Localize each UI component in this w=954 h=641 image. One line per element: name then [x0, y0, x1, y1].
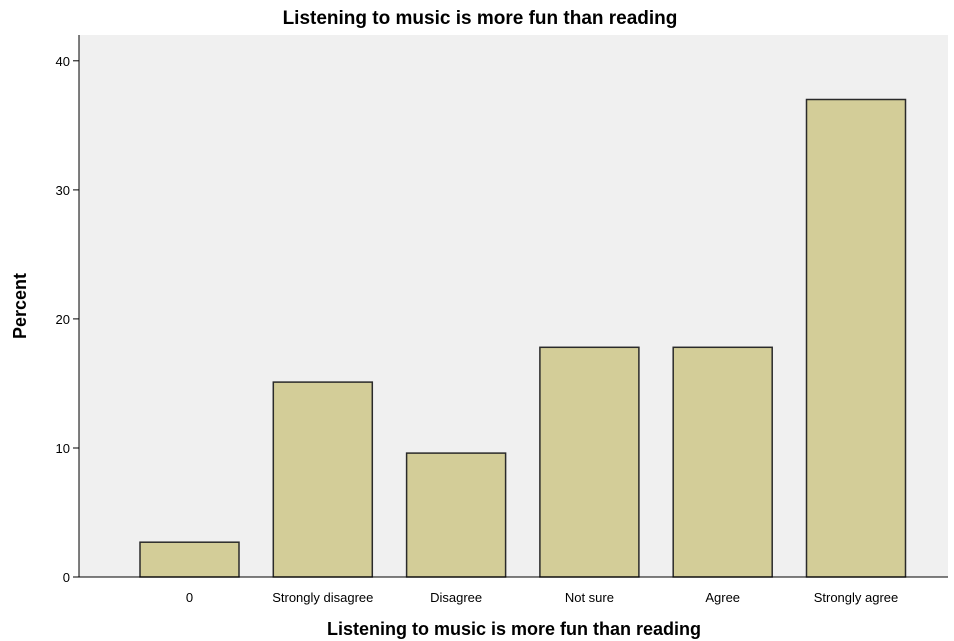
axes-layer [73, 35, 948, 578]
x-tick-label: Not sure [565, 590, 614, 605]
bar-strongly-agree [805, 98, 907, 578]
plot-background [79, 35, 948, 577]
x-tick-label: Agree [705, 590, 740, 605]
x-tick-label: Strongly disagree [272, 590, 373, 605]
y-tick-label: 40 [56, 54, 70, 69]
y-tick-label: 20 [56, 312, 70, 327]
bar-strongly-disagree [272, 381, 374, 578]
bar-not-sure [539, 346, 640, 578]
bar-0 [139, 541, 240, 578]
bar-disagree [405, 452, 507, 578]
x-tick-label: Strongly agree [814, 590, 899, 605]
y-tick-label: 0 [63, 570, 70, 585]
x-axis-label: Listening to music is more fun than read… [327, 619, 701, 639]
y-axis-label: Percent [10, 273, 30, 339]
x-tick-label: 0 [186, 590, 193, 605]
bars-layer [139, 98, 907, 578]
labels-layer: 0 Strongly disagree Disagree Not sure Agree S… [56, 54, 899, 605]
y-tick-label: 30 [56, 183, 70, 198]
x-tick-label: Disagree [430, 590, 482, 605]
bar-agree [672, 346, 773, 578]
y-tick-label: 10 [56, 441, 70, 456]
chart-title: Listening to music is more fun than read… [283, 8, 678, 29]
